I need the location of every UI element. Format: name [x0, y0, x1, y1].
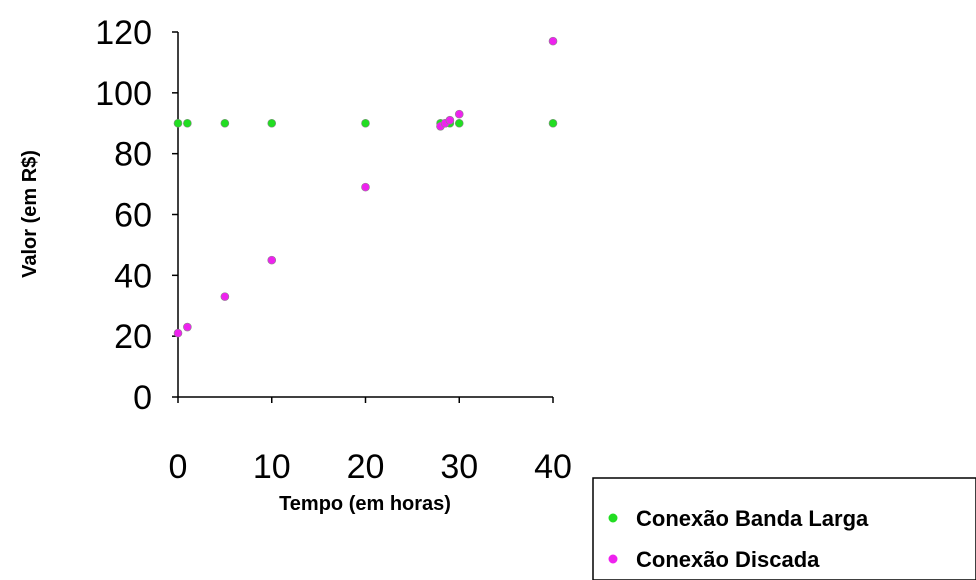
data-points: [173, 36, 558, 338]
x-axis-title: Tempo (em horas): [279, 493, 451, 515]
legend-label-banda-larga: Conexão Banda Larga: [636, 506, 869, 531]
y-tick-label: 60: [114, 197, 152, 235]
legend-marker-discada: [608, 554, 618, 564]
x-tick-label: 40: [534, 448, 572, 486]
data-point-discada: [173, 328, 183, 338]
data-point-discada: [361, 182, 370, 192]
data-point-discada: [445, 115, 455, 125]
y-tick-label: 40: [114, 257, 152, 295]
legend-label-discada: Conexão Discada: [636, 547, 820, 572]
legend: Conexão Banda Larga Conexão Discada: [592, 477, 976, 580]
data-point-banda-larga: [267, 118, 277, 128]
axes: [177, 32, 553, 398]
x-ticks: 0 10 20 30 40: [169, 397, 572, 486]
x-tick-label: 30: [440, 448, 478, 486]
y-tick-label: 80: [114, 136, 152, 174]
data-point-discada: [454, 109, 464, 119]
legend-marker-banda-larga: [608, 513, 618, 523]
data-point-banda-larga: [173, 118, 183, 128]
y-tick-label: 20: [114, 318, 152, 356]
y-axis-title: Valor (em R$): [19, 150, 41, 278]
x-tick-label: 10: [253, 448, 291, 486]
data-point-discada: [220, 292, 230, 301]
data-point-banda-larga: [454, 118, 464, 128]
x-tick-label: 0: [169, 448, 188, 486]
y-tick-label: 120: [95, 14, 152, 52]
y-tick-label: 100: [95, 75, 152, 113]
data-point-discada: [548, 36, 558, 46]
legend-box: [592, 477, 976, 580]
data-point-banda-larga: [548, 118, 558, 128]
y-ticks: 0 20 40 60 80 100 120: [95, 14, 178, 417]
data-point-banda-larga: [361, 118, 370, 128]
data-point-banda-larga: [220, 118, 230, 128]
x-tick-label: 20: [347, 448, 385, 486]
data-point-banda-larga: [183, 118, 192, 128]
y-tick-label: 0: [133, 379, 152, 417]
data-point-discada: [267, 255, 277, 265]
data-point-discada: [183, 322, 192, 332]
